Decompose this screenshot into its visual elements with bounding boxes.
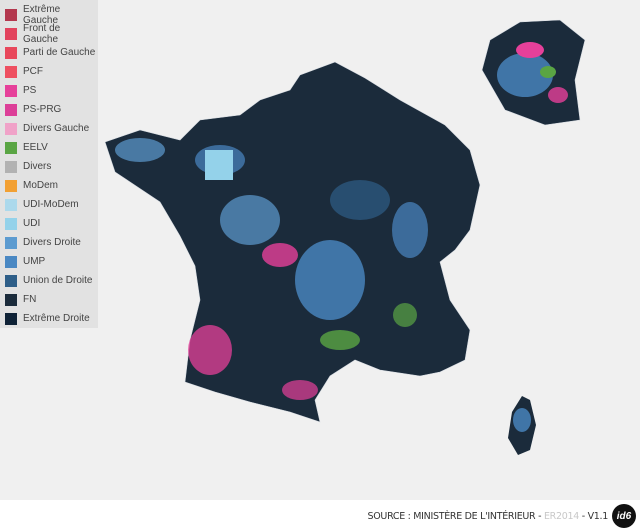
footer: SOURCE : MINISTÈRE DE L'INTÉRIEUR - ER20… [0,500,640,532]
legend-label: UDI [23,218,41,229]
legend-item: Extrême Droite [0,309,98,328]
logo: id6 [612,504,636,528]
legend-label: Union de Droite [23,275,93,286]
legend-label: Parti de Gauche [23,47,96,58]
legend-label: UDI-MoDem [23,199,79,210]
legend-label: Extrême Gauche [23,3,61,26]
legend-item: UMP [0,252,98,271]
separator: - [581,511,585,522]
legend-label: Extrême Droite [23,313,90,324]
legend-item: MoDem [0,176,98,195]
legend-swatch [5,27,17,40]
legend-label: PS [23,85,37,96]
france-mainland [104,61,481,423]
legend-swatch [5,122,17,135]
legend-item: PS-PRG [0,100,98,119]
legend-label: MoDem [23,180,59,191]
legend-item: Divers Droite [0,233,98,252]
legend-item: UDI-MoDem [0,195,98,214]
edition: ER2014 [543,511,579,522]
legend-label: Front de Gauche [23,22,61,45]
legend-label: PS-PRG [23,104,62,115]
legend-label: PCF [23,66,43,77]
legend-label: Divers Droite [23,237,81,248]
legend: Extrême Gauche Front de Gauche Parti de Ga… [0,0,98,328]
map [0,0,640,500]
source-text: SOURCE : MINISTÈRE DE L'INTÉRIEUR [367,511,536,522]
separator: - [538,511,542,522]
legend-swatch [5,312,17,325]
legend-item: EELV [0,138,98,157]
source: SOURCE : MINISTÈRE DE L'INTÉRIEUR - ER20… [367,511,609,522]
legend-label: FN [23,294,37,305]
legend-item: Parti de Gauche [0,43,98,62]
legend-item: Divers Gauche [0,119,98,138]
legend-swatch [5,236,17,249]
legend-item: PS [0,81,98,100]
legend-item: Front de Gauche [0,22,98,45]
legend-swatch [5,46,17,59]
legend-swatch [5,8,17,21]
legend-label: UMP [23,256,46,267]
legend-item: Extrême Gauche [0,3,98,26]
legend-swatch [5,274,17,287]
legend-label: Divers Gauche [23,123,90,134]
legend-item: PCF [0,62,98,81]
legend-swatch [5,217,17,230]
legend-swatch [5,293,17,306]
legend-item: FN [0,290,98,309]
legend-swatch [5,65,17,78]
legend-item: Divers [0,157,98,176]
legend-swatch [5,255,17,268]
legend-item: UDI [0,214,98,233]
legend-swatch [5,84,17,97]
paris-inset [481,19,586,126]
legend-label: EELV [23,142,48,153]
legend-label: Divers [23,161,52,172]
legend-swatch [5,198,17,211]
legend-item: Union de Droite [0,271,98,290]
legend-swatch [5,160,17,173]
legend-swatch [5,103,17,116]
legend-swatch [5,179,17,192]
legend-swatch [5,141,17,154]
version: V1.1 [587,511,609,522]
corsica [508,396,536,455]
